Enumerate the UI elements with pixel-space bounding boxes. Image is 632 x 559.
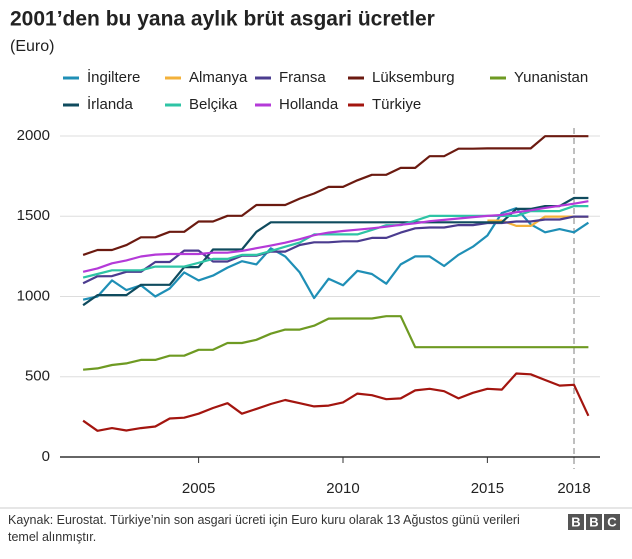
series-line [82, 205, 589, 279]
chart-title: 2001’den bu yana aylık brüt asgari ücret… [10, 8, 435, 31]
y-tick-label: 500 [25, 368, 50, 385]
source-box: Kaynak: Eurostat. Türkiye’nin son asgari… [8, 513, 520, 544]
y-tick-label: 1500 [17, 207, 50, 224]
x-tick-label: 2005 [182, 480, 215, 497]
series-line [82, 207, 590, 301]
series-line [82, 196, 589, 307]
legend-label: Almanya [189, 69, 248, 86]
legend-label: Belçika [189, 96, 238, 113]
legend-label: Yunanistan [514, 69, 588, 86]
x-tick-label: 2018 [557, 480, 590, 497]
legend-label: Fransa [279, 69, 326, 86]
logo-letter: C [607, 514, 617, 529]
chart-subtitle: (Euro) [10, 38, 54, 55]
logo-box [586, 514, 602, 530]
y-tick-label: 2000 [17, 127, 50, 144]
logo-box [568, 514, 584, 530]
series-line [82, 135, 589, 256]
legend-label: Lüksemburg [372, 69, 455, 86]
logo-letter: B [571, 514, 580, 529]
logo-box [604, 514, 620, 530]
series-line [83, 315, 589, 371]
legend-label: Türkiye [372, 96, 421, 113]
source: Kaynak: Eurostat. Türkiye’nin son asgari… [8, 513, 520, 544]
legend-label: Hollanda [279, 96, 339, 113]
series-line [82, 372, 590, 432]
y-tick-label: 1000 [17, 287, 50, 304]
logo-letter: B [589, 514, 598, 529]
y-tick-label: 0 [42, 448, 50, 465]
legend-label: İrlanda [87, 95, 134, 113]
legend-label: İngiltere [87, 68, 140, 86]
x-tick-label: 2015 [471, 480, 504, 497]
series-line [82, 200, 589, 273]
x-tick-label: 2010 [326, 480, 359, 497]
series-line [82, 215, 589, 285]
